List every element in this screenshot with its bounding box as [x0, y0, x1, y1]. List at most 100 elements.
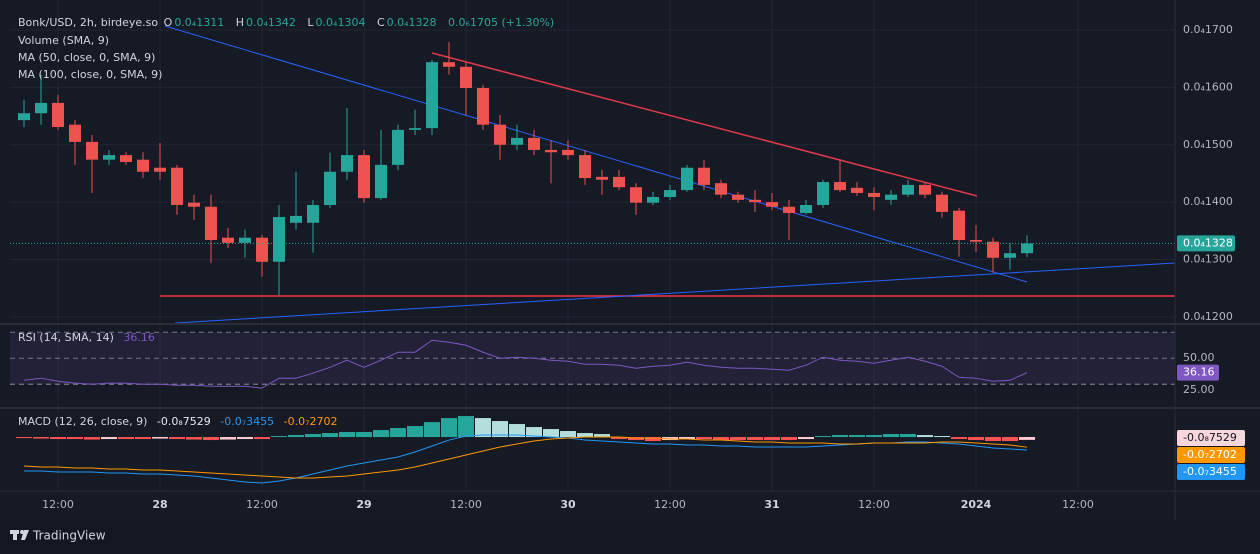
- macd-title: MACD (12, 26, close, 9): [18, 415, 148, 428]
- candle-body: [443, 62, 455, 67]
- y-tick-label: 50.00: [1183, 351, 1215, 364]
- candle-body: [1004, 253, 1016, 258]
- last-price-label: 0.0₄1328: [1183, 236, 1233, 249]
- macd-histogram-bar: [492, 421, 508, 438]
- macd-histogram-bar: [67, 437, 83, 440]
- candle-body: [222, 237, 234, 243]
- macd-histogram-bar: [84, 437, 100, 440]
- macd-histogram-bar: [577, 433, 593, 438]
- ohlc-key: O: [163, 16, 173, 29]
- brand-logo: [10, 530, 29, 540]
- candle-body: [545, 149, 557, 153]
- macd-histogram-bar: [560, 431, 576, 438]
- candle-body: [154, 167, 166, 172]
- macd-histogram-bar: [900, 434, 916, 438]
- macd-histogram-bar: [730, 437, 746, 441]
- y-tick-label: 0.0₄1500: [1183, 138, 1233, 151]
- ohlc-value: 0.0₄1328: [386, 16, 437, 29]
- macd-histogram-bar: [101, 437, 117, 440]
- resistance-trendline: [431, 52, 978, 197]
- macd-histogram-bar: [849, 435, 865, 438]
- y-tick-label: 0.0₄1400: [1183, 195, 1233, 208]
- rsi-legend: RSI (14, SMA, 14) 36.16: [18, 331, 157, 344]
- macd-histogram-bar: [50, 437, 66, 440]
- rsi-line: [23, 339, 1028, 389]
- macd-histogram-bar: [390, 428, 406, 438]
- y-tick-label: 25.00: [1183, 383, 1215, 396]
- macd-histogram-bar: [339, 432, 355, 438]
- x-tick-label: 2024: [961, 498, 992, 511]
- signal-value: -0.0₇2702: [283, 415, 338, 428]
- macd-histogram-bar: [968, 437, 984, 441]
- candle-body: [426, 62, 438, 129]
- candle-body: [647, 196, 659, 203]
- last-price-label-box: [1177, 235, 1235, 252]
- y-tick-label: 0.0₄1200: [1183, 310, 1233, 323]
- candle-body: [596, 176, 608, 180]
- candle-body: [919, 184, 931, 195]
- y-tick-label: 0.0₄1600: [1183, 80, 1233, 93]
- x-tick-label: 12:00: [654, 498, 686, 511]
- signal-label: -0.0₇2702: [1183, 448, 1237, 461]
- rsi-title: RSI (14, SMA, 14): [18, 331, 114, 344]
- candle-body: [868, 192, 880, 197]
- signal-label-box: [1177, 447, 1245, 463]
- candle-body: [698, 167, 710, 185]
- candle-body: [171, 167, 183, 205]
- macd-label: -0.0₇3455: [1183, 465, 1237, 478]
- candle-body: [817, 182, 829, 205]
- macd-histogram-bar: [254, 437, 270, 440]
- candle-body: [902, 184, 914, 195]
- candle-body: [460, 66, 472, 88]
- macd-histogram-bar: [696, 437, 712, 440]
- candle-body: [800, 205, 812, 214]
- macd-histogram-bar: [917, 435, 933, 438]
- candle-body: [562, 149, 574, 156]
- candle-body: [1021, 243, 1033, 254]
- change: 0.0₆1705 (+1.30%): [448, 16, 555, 29]
- macd-histogram-bar: [373, 430, 389, 438]
- candle-body: [205, 206, 217, 240]
- candle-body: [936, 194, 948, 212]
- macd-hist-label-box: [1177, 430, 1245, 446]
- macd-histogram-bar: [679, 437, 695, 440]
- macd-histogram-bar: [441, 418, 457, 438]
- candle-body: [953, 210, 965, 240]
- y-tick-label: 0.0₄1300: [1183, 252, 1233, 265]
- macd-histogram-bar: [713, 437, 729, 441]
- macd-histogram-bar: [135, 437, 151, 440]
- candle-body: [715, 183, 727, 195]
- macd-histogram-bar: [798, 437, 814, 440]
- macd-histogram-bar: [747, 437, 763, 441]
- macd-histogram-bar: [1002, 437, 1018, 442]
- macd-histogram-bar: [322, 433, 338, 438]
- macd-histogram-bar: [118, 437, 134, 440]
- candle-body: [630, 187, 642, 203]
- channel-trendline: [164, 25, 1028, 283]
- ohlc-key: C: [376, 16, 385, 29]
- candle-body: [188, 202, 200, 207]
- candle-body: [273, 217, 285, 262]
- candle-body: [35, 102, 47, 114]
- macd-histogram-bar: [288, 435, 304, 438]
- macd-histogram-bar: [237, 437, 253, 440]
- macd-legend: MACD (12, 26, close, 9) -0.0₈7529 -0.0₇3…: [18, 415, 339, 428]
- candle-body: [477, 88, 489, 125]
- candle-body: [783, 206, 795, 214]
- macd-histogram-bar: [832, 435, 848, 438]
- macd-histogram-bar: [356, 432, 372, 438]
- macd-histogram-bar: [509, 424, 525, 438]
- ohlc-value: 0.0₄1304: [315, 16, 366, 29]
- candle-body: [341, 155, 353, 172]
- y-tick-label: 0.0₄1700: [1183, 23, 1233, 36]
- candle-body: [579, 155, 591, 179]
- ohlc-key: L: [307, 16, 314, 29]
- candle-body: [239, 237, 251, 243]
- macd-histogram-bar: [424, 422, 440, 438]
- candle-body: [885, 194, 897, 200]
- candle-body: [681, 167, 693, 191]
- macd-histogram-bar: [781, 437, 797, 441]
- macd-hist-value: -0.0₈7529: [156, 415, 211, 428]
